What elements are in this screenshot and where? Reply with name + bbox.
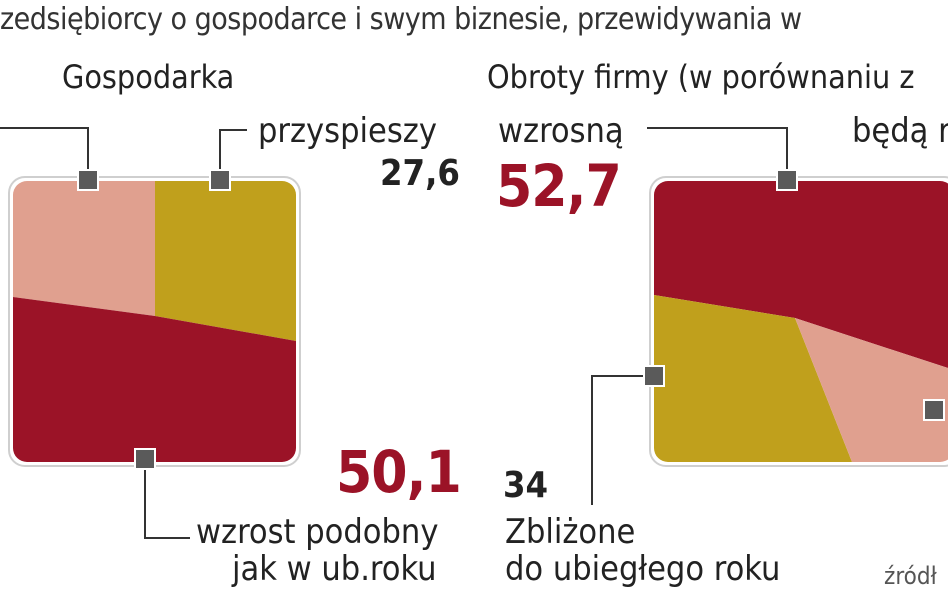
right-slice-gold [654, 295, 852, 462]
leader-wzrost [144, 466, 190, 539]
label-wzrosna: wzrosną [498, 111, 624, 151]
value-zblizone: 34 [503, 465, 549, 506]
left-slice-pink [13, 181, 155, 316]
right-slice-pink [795, 318, 948, 462]
label-beda: będą r [852, 111, 948, 151]
marker-zblizone [643, 365, 665, 387]
right-slice-red [654, 181, 948, 370]
marker-przyspieszy [209, 169, 231, 191]
marker-wzrosna [776, 169, 798, 191]
leader-left-pink [0, 127, 89, 172]
source-label: źródł [884, 562, 937, 590]
value-wzrosna: 52,7 [496, 152, 622, 220]
label-przyspieszy: przyspieszy [258, 111, 437, 151]
left-slice-gold [155, 181, 296, 341]
value-przyspieszy: 27,6 [380, 153, 460, 194]
marker-beda [923, 399, 945, 421]
leader-zblizone [591, 375, 644, 505]
label-wzrost-line1: wzrost podobny [196, 512, 439, 552]
left-slice-red [13, 297, 296, 462]
left-panel-title: Gospodarka [62, 58, 235, 96]
label-wzrost-line2: jak w ub.roku [232, 549, 437, 589]
leader-przyspieszy [219, 129, 247, 172]
chart-title: zedsiębiorcy o gospodarce i swym biznesi… [0, 2, 802, 37]
right-panel-title: Obroty firmy (w porównaniu z [487, 58, 915, 96]
marker-left-pink [77, 169, 99, 191]
value-wzrost: 50,1 [336, 438, 462, 506]
label-zblizone-line2: do ubiegłego roku [505, 549, 781, 589]
marker-wzrost [134, 448, 156, 470]
label-zblizone-line1: Zbliżone [505, 512, 636, 552]
leader-wzrosna [647, 127, 788, 172]
